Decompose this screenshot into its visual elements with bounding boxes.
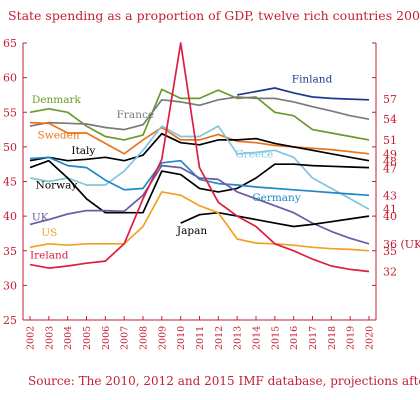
series-label-norway: Norway — [36, 179, 78, 191]
right-value-label: 41 — [383, 203, 397, 216]
series-line-ireland — [29, 42, 370, 273]
x-tick-label: 2009 — [157, 326, 168, 350]
chart-title: State spending as a proportion of GDP, t… — [8, 8, 420, 23]
y-tick-label: 65 — [3, 37, 17, 50]
series-line-greece — [29, 125, 370, 210]
x-tick-label: 2011 — [195, 326, 206, 350]
right-value-label: 43 — [383, 189, 397, 202]
y-tick-label: 25 — [3, 314, 17, 327]
y-tick-label: 45 — [3, 176, 17, 189]
series-lines — [29, 42, 370, 273]
right-value-label: 32 — [383, 266, 397, 279]
series-line-germany — [29, 156, 370, 197]
series-line-finland — [237, 87, 370, 101]
series-label-ireland: Ireland — [30, 249, 69, 261]
series-line-us — [29, 191, 370, 252]
series-label-sweden: Sweden — [38, 130, 80, 142]
series-label-finland: Finland — [292, 73, 333, 85]
series-line-france — [29, 96, 370, 131]
series-label-greece: Greece — [235, 148, 273, 160]
right-value-label: 54 — [383, 113, 397, 126]
x-tick-label: 2006 — [101, 326, 112, 350]
right-value-label: 49 — [383, 148, 397, 161]
series-label-uk: UK — [32, 211, 49, 223]
x-tick-label: 2002 — [26, 326, 37, 350]
series-label-germany: Germany — [252, 192, 301, 204]
y-tick-label: 60 — [3, 72, 17, 85]
y-tick-label: 30 — [3, 279, 17, 292]
x-tick-label: 2015 — [270, 326, 281, 350]
x-tick-label: 2008 — [139, 326, 150, 350]
x-tick-label: 2018 — [327, 326, 338, 350]
x-tick-label: 2013 — [233, 326, 244, 350]
x-tick-label: 2014 — [252, 326, 263, 350]
x-tick-label: 2010 — [176, 326, 187, 350]
series-line-uk — [29, 164, 370, 245]
right-value-label: 40 — [383, 210, 397, 223]
right-value-label: 47 — [383, 162, 397, 175]
y-tick-label: 35 — [3, 245, 17, 258]
series-line-sweden — [29, 121, 370, 155]
series-line-norway — [29, 159, 370, 214]
x-tick-label: 2019 — [346, 326, 357, 350]
series-line-japan — [180, 211, 370, 228]
series-label-japan: Japan — [176, 225, 207, 237]
y-tick-label: 55 — [3, 106, 17, 119]
x-tick-label: 2003 — [44, 326, 55, 350]
series-label-france: France — [117, 109, 154, 121]
y-tick-label: 50 — [3, 141, 17, 154]
source-note: Source: The 2010, 2012 and 2015 IMF data… — [28, 374, 420, 388]
y-tick-label: 40 — [3, 210, 17, 223]
x-tick-label: 2017 — [308, 326, 319, 350]
series-line-denmark — [29, 88, 370, 141]
right-value-label: 51 — [383, 134, 397, 147]
x-tick-label: 2012 — [214, 326, 225, 350]
right-value-label: 48 — [383, 155, 397, 168]
x-tick-label: 2020 — [365, 326, 376, 350]
right-value-label: 36 (UK) — [383, 238, 420, 251]
series-labels: Finland Denmark France Sweden Italy Greece Nor… — [30, 73, 333, 261]
right-value-label: 57 — [383, 93, 397, 106]
x-tick-label: 2004 — [63, 326, 74, 350]
series-label-italy: Italy — [71, 145, 95, 157]
axes: 25 30 35 40 45 50 55 60 65 2002 2003 2004 2005 2006 20… — [3, 37, 377, 350]
series-line-italy — [29, 132, 370, 162]
right-value-label: 35 — [383, 245, 397, 258]
x-tick-label: 2005 — [82, 326, 93, 350]
series-label-denmark: Denmark — [32, 94, 82, 106]
x-tick-label: 2007 — [120, 326, 131, 350]
series-label-us: US — [41, 227, 57, 239]
x-tick-label: 2016 — [289, 326, 300, 350]
